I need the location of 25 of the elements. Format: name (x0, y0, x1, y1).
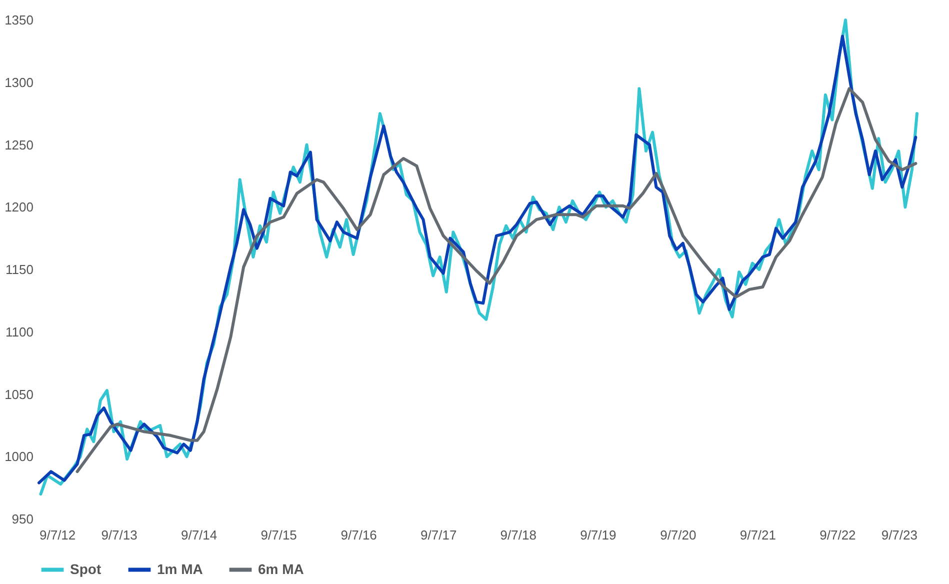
x-tick-label: 9/7/12 (40, 528, 76, 542)
y-tick-label: 1000 (4, 449, 34, 464)
y-tick-label: 1100 (6, 324, 34, 340)
y-tick-label: 1200 (4, 200, 34, 215)
x-tick-label: 9/7/13 (101, 528, 138, 542)
x-tick-label: 9/7/23 (881, 528, 918, 542)
y-tick-label: 1300 (4, 74, 34, 90)
y-tick-label: 1150 (6, 262, 34, 277)
x-tick-label: 9/7/14 (180, 528, 218, 542)
x-tick-label: 9/7/18 (500, 528, 536, 542)
x-tick-label: 9/7/17 (420, 528, 457, 542)
x-tick-label: 9/7/15 (260, 528, 297, 542)
x-tick-label: 9/7/22 (820, 528, 856, 542)
legend-label: 1m MA (157, 560, 203, 577)
legend-label: 6m MA (258, 560, 304, 577)
y-tick-label: 950 (12, 512, 34, 526)
legend-label: Spot (70, 560, 102, 577)
y-tick-label: 1350 (4, 12, 34, 28)
y-tick-label: 1250 (4, 137, 34, 152)
x-tick-label: 9/7/19 (580, 528, 616, 542)
x-tick-label: 9/7/20 (660, 528, 696, 542)
x-tick-label: 9/7/21 (740, 528, 776, 542)
line-series (76, 87, 918, 474)
x-tick-label: 9/7/16 (340, 528, 377, 542)
y-tick-label: 1050 (4, 386, 34, 402)
